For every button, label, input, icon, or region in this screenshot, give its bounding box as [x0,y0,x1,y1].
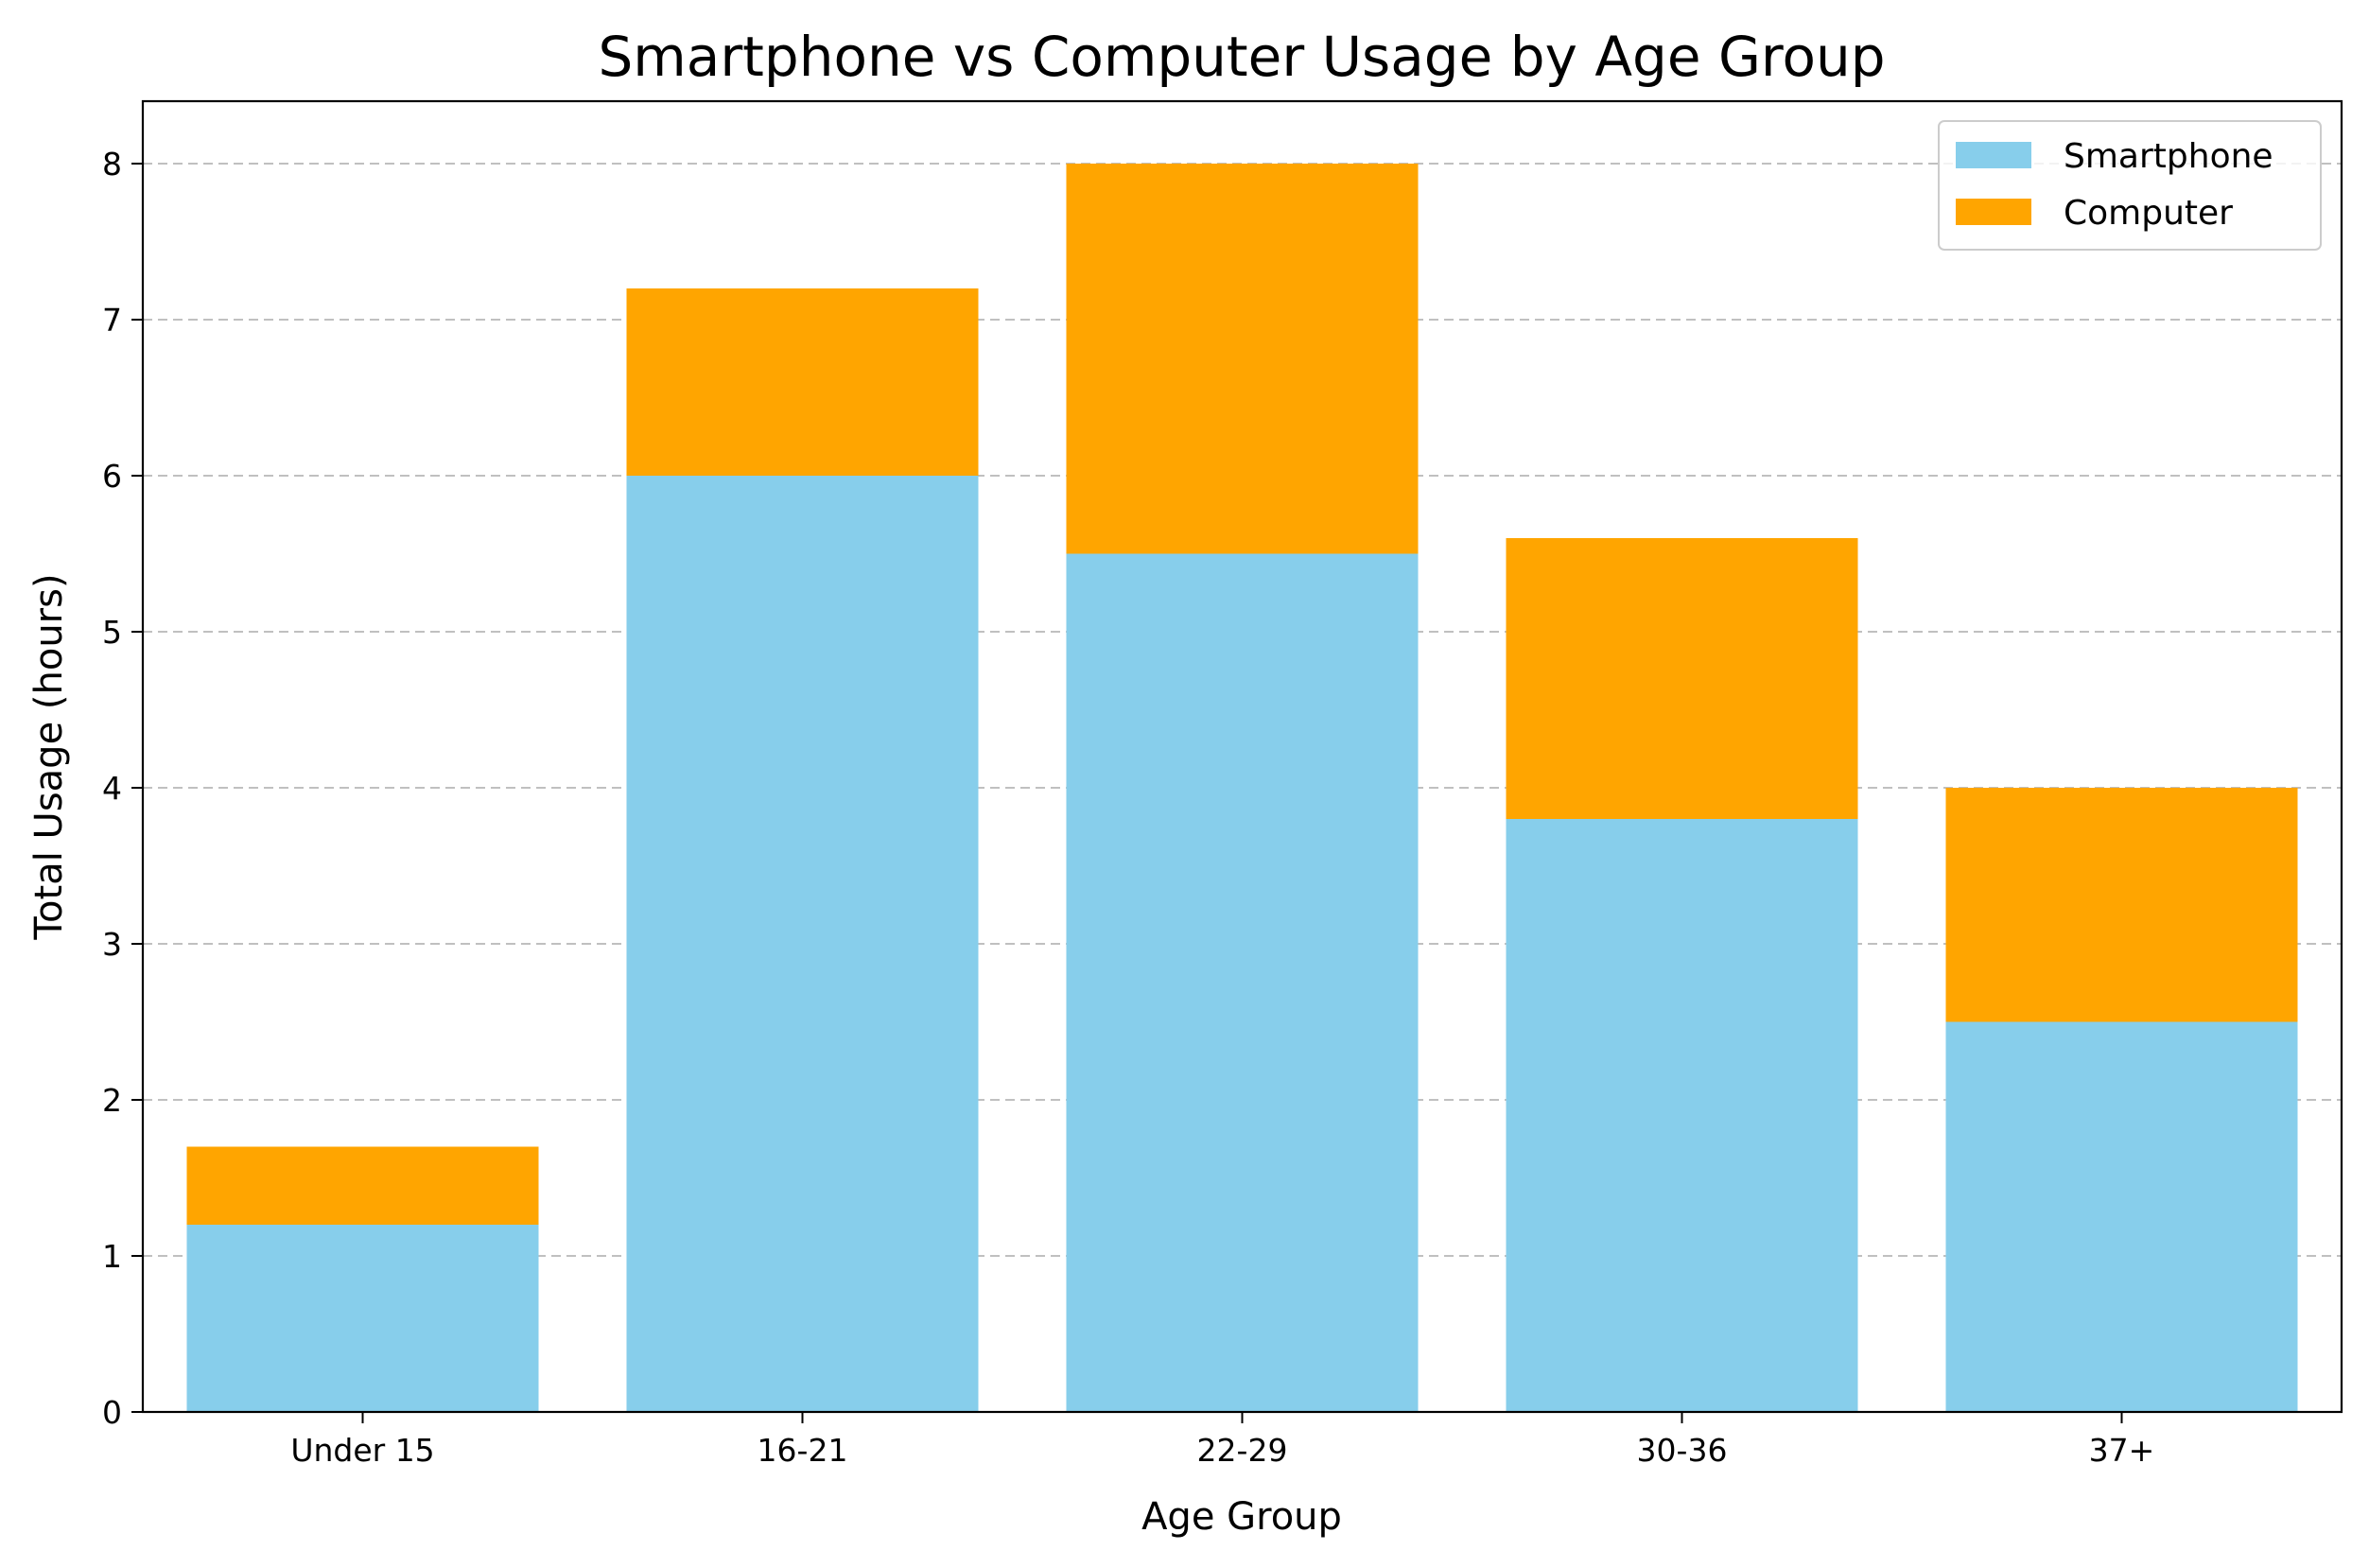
y-tick-label: 1 [102,1238,122,1275]
bar-smartphone-under-15 [186,1225,539,1412]
bar-smartphone-22-29 [1066,553,1419,1412]
bar-layer [186,164,2298,1412]
x-tick-label-37: 37+ [2089,1432,2155,1469]
chart-title: Smartphone vs Computer Usage by Age Grou… [598,25,1885,89]
y-tick-label: 6 [102,458,122,495]
legend-swatch-computer [1956,199,2031,225]
legend-swatch-smartphone [1956,142,2031,168]
x-tick-label-under-15: Under 15 [290,1432,434,1469]
legend-label-smartphone: Smartphone [2064,137,2273,176]
y-tick-label: 3 [102,926,122,963]
bar-smartphone-30-36 [1506,819,1858,1412]
bar-computer-16-21 [626,288,979,476]
bar-computer-30-36 [1506,538,1858,819]
bar-computer-37 [1945,788,2298,1022]
y-tick-label: 5 [102,614,122,651]
x-tick-label-30-36: 30-36 [1637,1432,1728,1469]
x-tick-label-16-21: 16-21 [758,1432,848,1469]
tick-layer: 0 1 2 3 4 5 6 7 8 Under 15 16-21 22-29 30-36 37+ [102,146,2154,1469]
y-tick-label: 8 [102,146,122,183]
bar-computer-under-15 [186,1146,539,1225]
legend: Smartphone Computer [1938,120,2322,251]
bar-smartphone-37 [1945,1021,2298,1412]
legend-frame [1938,120,2322,251]
x-tick-label-22-29: 22-29 [1197,1432,1288,1469]
x-axis-title: Age Group [1141,1495,1342,1539]
y-axis-title: Total Usage (hours) [27,573,71,940]
legend-label-computer: Computer [2064,194,2233,233]
bar-computer-22-29 [1066,164,1419,554]
bar-smartphone-16-21 [626,476,979,1412]
y-tick-label: 7 [102,302,122,339]
y-tick-label: 0 [102,1394,122,1431]
y-tick-label: 4 [102,770,122,807]
y-tick-label: 2 [102,1082,122,1119]
